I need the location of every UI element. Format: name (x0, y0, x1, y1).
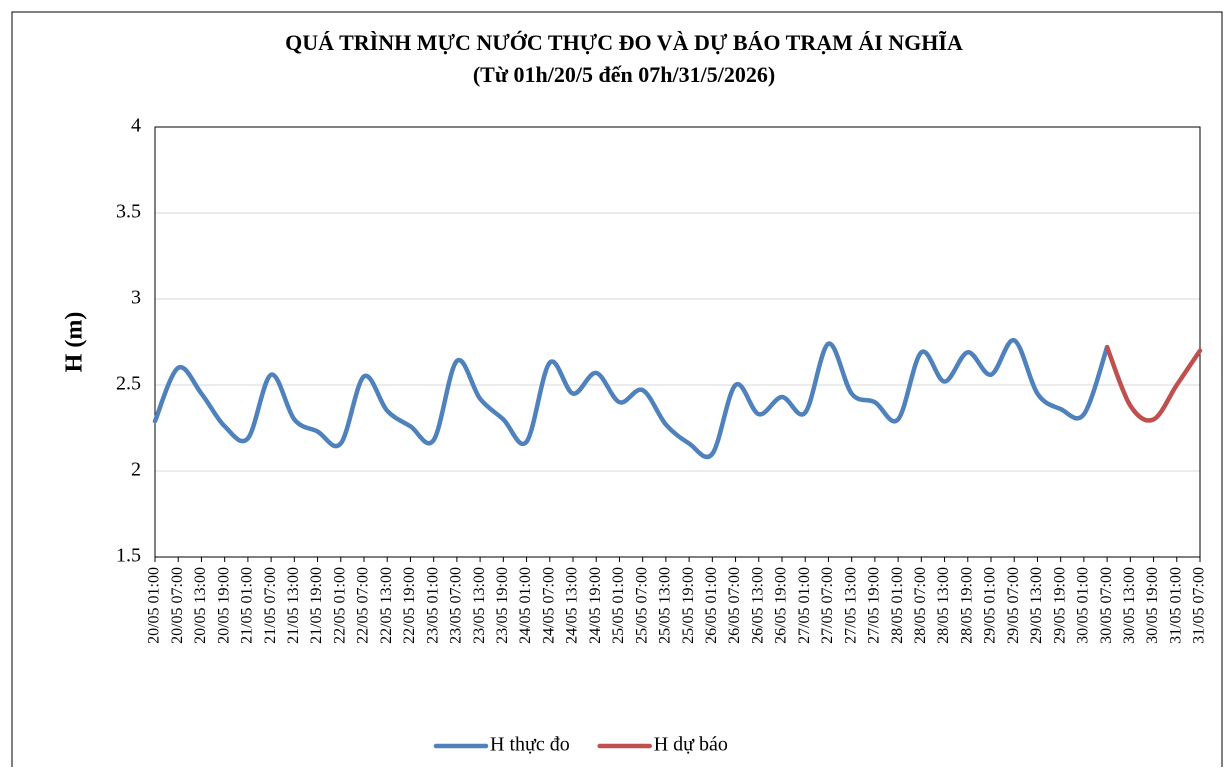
x-tick-label: 25/05 07:00 (633, 567, 650, 644)
x-tick-label: 25/05 13:00 (657, 567, 674, 644)
chart-subtitle: (Từ 01h/20/5 đến 07h/31/5/2026) (473, 62, 775, 87)
legend-label: H thực đo (490, 734, 570, 756)
x-tick-label: 21/05 07:00 (262, 567, 279, 644)
x-tick-label: 29/05 13:00 (1028, 567, 1045, 644)
x-tick-label: 22/05 01:00 (331, 567, 348, 644)
legend-label: H dự báo (654, 734, 728, 756)
x-tick-label: 21/05 01:00 (239, 567, 256, 644)
x-tick-label: 28/05 01:00 (889, 567, 906, 644)
x-tick-label: 23/05 13:00 (471, 567, 488, 644)
x-tick-label: 23/05 07:00 (448, 567, 465, 644)
x-tick-label: 30/05 19:00 (1144, 567, 1161, 644)
x-tick-label: 24/05 19:00 (587, 567, 604, 644)
x-tick-label: 23/05 19:00 (494, 567, 511, 644)
x-tick-label: 30/05 01:00 (1075, 567, 1092, 644)
x-tick-label: 22/05 07:00 (355, 567, 372, 644)
data-line (1104, 344, 1203, 423)
y-tick-label: 1.5 (116, 545, 141, 567)
x-tick-label: 22/05 13:00 (378, 567, 395, 644)
x-tick-label: 31/05 01:00 (1167, 567, 1184, 644)
x-tick-label: 27/05 19:00 (866, 567, 883, 644)
x-tick-label: 21/05 19:00 (308, 567, 325, 644)
x-tick-label: 25/05 01:00 (610, 567, 627, 644)
x-tick-label: 24/05 07:00 (540, 567, 557, 644)
data-line (152, 338, 1110, 460)
x-tick-label: 26/05 01:00 (703, 567, 720, 644)
x-tick-label: 26/05 07:00 (726, 567, 743, 644)
x-tick-label: 28/05 07:00 (912, 567, 929, 644)
chart-frame (11, 11, 1223, 772)
x-tick-label: 20/05 13:00 (192, 567, 209, 644)
x-tick-label: 20/05 01:00 (146, 567, 163, 644)
x-tick-label: 24/05 13:00 (564, 567, 581, 644)
y-tick-label: 2.5 (116, 373, 141, 395)
x-tick-label: 26/05 13:00 (749, 567, 766, 644)
x-tick-label: 27/05 13:00 (842, 567, 859, 644)
y-tick-label: 2 (131, 459, 141, 481)
y-tick-label: 3.5 (116, 201, 141, 223)
chart-title: QUÁ TRÌNH MỰC NƯỚC THỰC ĐO VÀ DỰ BÁO TRẠ… (285, 30, 963, 55)
y-axis-label: H (m) (62, 312, 88, 373)
x-tick-label: 30/05 07:00 (1098, 567, 1115, 644)
x-tick-label: 29/05 01:00 (982, 567, 999, 644)
x-tick-label: 22/05 19:00 (401, 567, 418, 644)
x-tick-label: 23/05 01:00 (424, 567, 441, 644)
x-tick-label: 24/05 01:00 (517, 567, 534, 644)
y-tick-label: 3 (131, 287, 141, 309)
x-tick-label: 21/05 13:00 (285, 567, 302, 644)
x-tick-label: 31/05 07:00 (1191, 567, 1208, 644)
x-tick-label: 28/05 19:00 (958, 567, 975, 644)
x-tick-label: 25/05 19:00 (680, 567, 697, 644)
x-tick-label: 28/05 13:00 (935, 567, 952, 644)
y-tick-label: 4 (131, 115, 141, 137)
x-tick-label: 26/05 19:00 (773, 567, 790, 644)
x-tick-label: 29/05 07:00 (1005, 567, 1022, 644)
x-tick-label: 27/05 07:00 (819, 567, 836, 644)
x-tick-label: 27/05 01:00 (796, 567, 813, 644)
x-tick-label: 20/05 07:00 (169, 567, 186, 644)
x-tick-label: 30/05 13:00 (1121, 567, 1138, 644)
x-tick-label: 29/05 19:00 (1051, 567, 1068, 644)
plot-area (154, 126, 1201, 558)
x-tick-label: 20/05 19:00 (215, 567, 232, 644)
